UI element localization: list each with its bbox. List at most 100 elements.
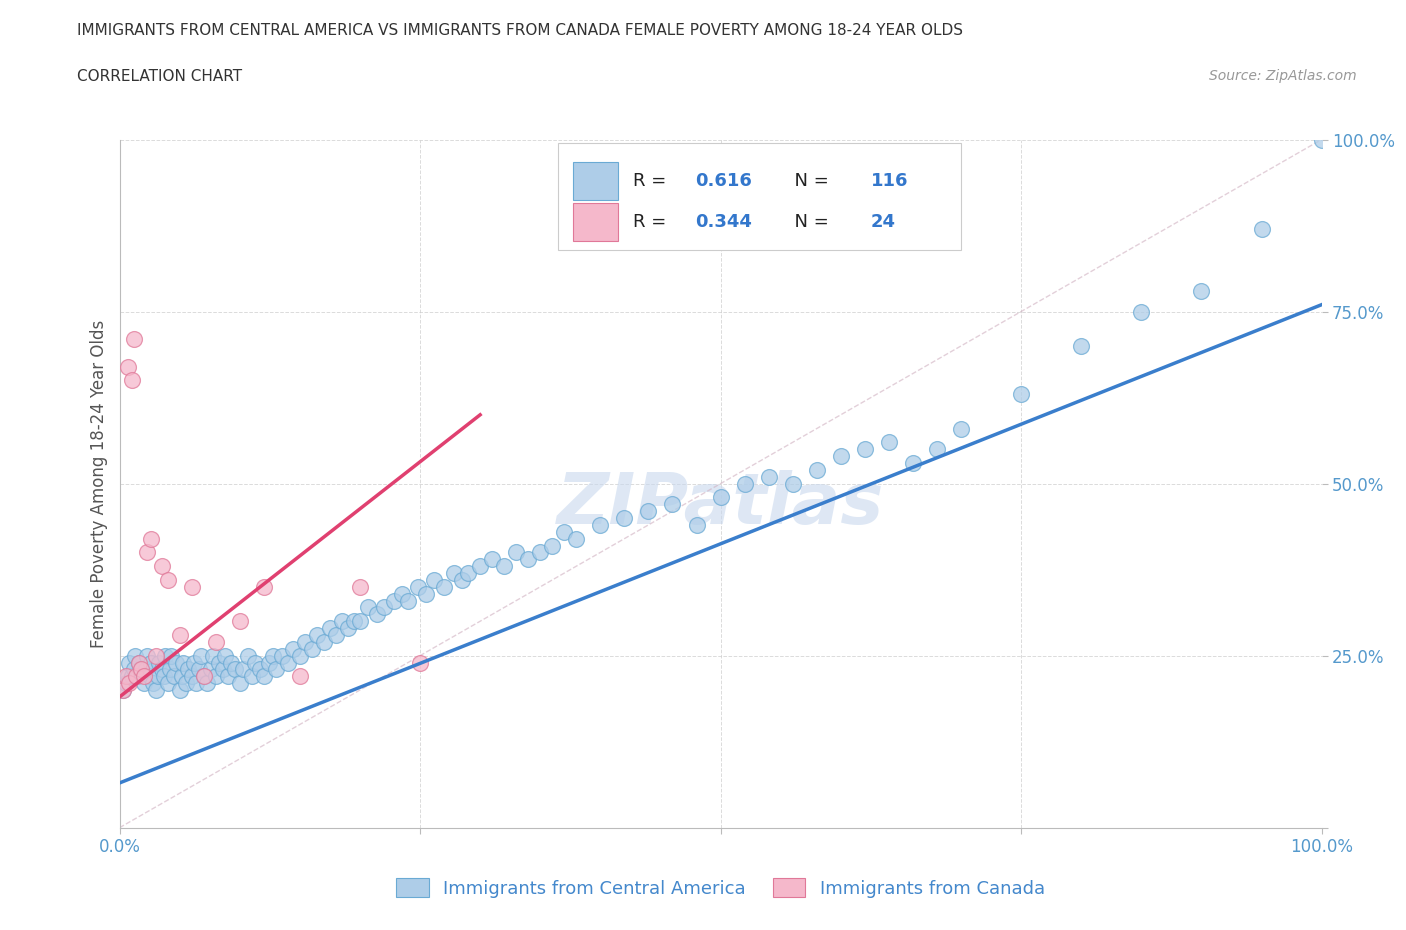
FancyBboxPatch shape: [558, 143, 960, 249]
Point: [228, 614, 252, 629]
Point: [409, 655, 432, 670]
Point: [150, 662, 173, 677]
Point: [494, 559, 516, 574]
Text: ZIPatlas: ZIPatlas: [557, 470, 884, 538]
Point: [1130, 304, 1153, 319]
Point: [853, 442, 876, 457]
Text: CORRELATION CHART: CORRELATION CHART: [77, 69, 242, 84]
Point: [457, 565, 479, 580]
Point: [145, 683, 167, 698]
Point: [391, 586, 413, 601]
Point: [277, 655, 299, 670]
Point: [281, 642, 304, 657]
Point: [117, 669, 139, 684]
Point: [319, 620, 342, 635]
Text: Source: ZipAtlas.com: Source: ZipAtlas.com: [1209, 69, 1357, 83]
Point: [114, 669, 136, 684]
Point: [415, 586, 437, 601]
Point: [382, 593, 405, 608]
Point: [1070, 339, 1092, 353]
Point: [406, 579, 429, 594]
Text: N =: N =: [783, 172, 835, 190]
Point: [165, 655, 187, 670]
Point: [224, 662, 246, 677]
Point: [190, 648, 212, 663]
Point: [305, 628, 328, 643]
Text: N =: N =: [783, 213, 835, 231]
Point: [121, 669, 143, 684]
Point: [122, 332, 145, 347]
Point: [156, 676, 179, 691]
Legend: Immigrants from Central America, Immigrants from Canada: Immigrants from Central America, Immigra…: [396, 879, 1045, 897]
Point: [128, 655, 150, 670]
Point: [221, 655, 243, 670]
Point: [734, 476, 756, 491]
Point: [208, 655, 231, 670]
Point: [553, 525, 575, 539]
Point: [294, 634, 316, 649]
Point: [245, 655, 267, 670]
Point: [288, 648, 311, 663]
Point: [288, 669, 311, 684]
Point: [262, 648, 284, 663]
Point: [257, 655, 280, 670]
Point: [217, 669, 239, 684]
Point: [180, 669, 202, 684]
Point: [373, 600, 395, 615]
Point: [112, 683, 135, 698]
Point: [336, 620, 359, 635]
FancyBboxPatch shape: [572, 162, 619, 200]
Point: [129, 662, 152, 677]
Point: [1250, 221, 1272, 236]
Point: [148, 655, 170, 670]
Point: [661, 497, 683, 512]
Point: [177, 662, 200, 677]
Point: [145, 648, 167, 663]
Point: [118, 655, 141, 670]
Point: [169, 628, 191, 643]
Point: [249, 662, 271, 677]
Point: [183, 655, 205, 670]
Point: [153, 648, 176, 663]
Point: [146, 669, 169, 684]
FancyBboxPatch shape: [572, 203, 619, 241]
Point: [162, 669, 184, 684]
Point: [172, 655, 194, 670]
Point: [443, 565, 465, 580]
Point: [125, 669, 148, 684]
Point: [159, 662, 181, 677]
Point: [253, 669, 276, 684]
Point: [193, 669, 215, 684]
Point: [925, 442, 948, 457]
Point: [204, 669, 226, 684]
Y-axis label: Female Poverty Among 18-24 Year Olds: Female Poverty Among 18-24 Year Olds: [90, 320, 108, 647]
Point: [806, 462, 828, 477]
Point: [186, 676, 208, 691]
Point: [142, 676, 165, 691]
Point: [200, 662, 222, 677]
Point: [253, 579, 276, 594]
Text: IMMIGRANTS FROM CENTRAL AMERICA VS IMMIGRANTS FROM CANADA FEMALE POVERTY AMONG 1: IMMIGRANTS FROM CENTRAL AMERICA VS IMMIG…: [77, 23, 963, 38]
Point: [153, 669, 176, 684]
Point: [637, 504, 659, 519]
Point: [169, 683, 191, 698]
Point: [481, 551, 503, 566]
Point: [349, 579, 371, 594]
Point: [1189, 284, 1212, 299]
Point: [132, 676, 155, 691]
Point: [180, 579, 202, 594]
Text: R =: R =: [633, 172, 672, 190]
Point: [124, 648, 146, 663]
Point: [187, 662, 209, 677]
Point: [529, 545, 551, 560]
Point: [202, 648, 225, 663]
Point: [901, 456, 924, 471]
Point: [112, 683, 135, 698]
Point: [136, 648, 159, 663]
Point: [565, 531, 588, 546]
Point: [129, 662, 152, 677]
Point: [232, 662, 254, 677]
Point: [127, 669, 149, 684]
Point: [396, 593, 419, 608]
Text: 24: 24: [870, 213, 896, 231]
